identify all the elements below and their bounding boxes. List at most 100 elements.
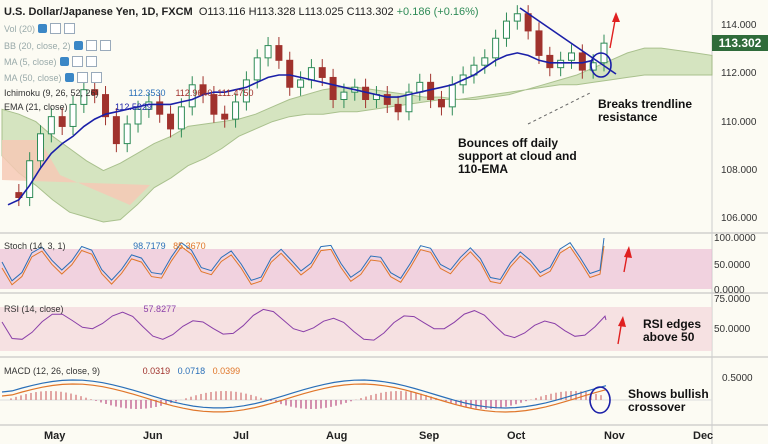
eye-icon[interactable] (38, 24, 48, 33)
close-icon[interactable] (90, 72, 102, 83)
candle-body (112, 116, 120, 145)
stoch-k-line (1, 237, 605, 282)
ema21-line (7, 52, 594, 206)
candle-body (80, 89, 88, 105)
stoch-k-value: 98.7179 (133, 241, 166, 251)
candle-body (437, 99, 445, 108)
indicator-ma5[interactable]: MA (5, close) (4, 56, 97, 67)
candle-body (123, 123, 131, 145)
change-value: +0.186 (+0.16%) (396, 6, 479, 18)
rsi-label: RSI (14, close) (4, 304, 64, 314)
indicator-ma50[interactable]: MA (50, close) (4, 72, 102, 83)
candle-body (210, 94, 218, 115)
candle-body (416, 81, 424, 93)
open-value: O113.116 (198, 6, 246, 18)
vol-label: Vol (20) (4, 23, 36, 34)
candle-body (264, 45, 272, 59)
candle-body (47, 116, 55, 135)
candle-body (167, 113, 175, 130)
eye-icon[interactable] (73, 41, 83, 50)
candle-body (242, 79, 250, 103)
y-tick: 106.000 (721, 213, 758, 224)
month-label: Jun (143, 430, 163, 442)
candle-body (567, 52, 575, 61)
candle-body (318, 67, 326, 78)
stoch-legend: Stoch (14, 3, 1) 98.7179 85.3670 (4, 241, 206, 251)
ichimoku-v1: 112.3530 (128, 88, 166, 98)
ma50-label: MA (50, close) (4, 72, 62, 83)
candle-body (535, 30, 543, 56)
candle-body (448, 84, 456, 108)
settings-icon[interactable] (50, 23, 62, 34)
candle-body (26, 160, 34, 198)
y-tick: 114.000 (721, 20, 757, 31)
eye-icon[interactable] (59, 57, 69, 66)
macd-v3: 0.0399 (212, 366, 241, 376)
candle-body (513, 13, 521, 22)
indicator-bb[interactable]: BB (20, close, 2) (4, 40, 111, 51)
candle-body (557, 59, 565, 69)
candle-body (232, 101, 240, 120)
bb-label: BB (20, close, 2) (4, 40, 71, 51)
rsi-legend: RSI (14, close) 57.8277 (4, 304, 176, 314)
settings-icon[interactable] (76, 72, 88, 83)
high-value: H113.328 (248, 6, 296, 18)
macd-label: MACD (12, 26, close, 9) (4, 366, 101, 376)
breakout-circle (590, 52, 612, 78)
macd-legend: MACD (12, 26, close, 9) 0.0319 0.0718 0.… (4, 366, 240, 376)
settings-icon[interactable] (85, 40, 97, 51)
candle-body (307, 67, 315, 81)
ichimoku-v3: 111.4750 (217, 88, 254, 98)
close-icon[interactable] (85, 56, 97, 67)
candle-body (492, 37, 500, 59)
annotation-rsi: RSI edges above 50 (643, 317, 702, 344)
macd-crossover-circle (589, 386, 611, 414)
indicator-vol[interactable]: Vol (20) (4, 23, 76, 34)
close-icon[interactable] (99, 40, 111, 51)
annotation-trendline: Breaks trendline resistance (598, 97, 693, 124)
month-label: Jul (233, 430, 249, 442)
ichimoku-cloud (1, 47, 713, 223)
candle-body (394, 103, 402, 113)
rsi-band (0, 307, 712, 351)
symbol-title: U.S. Dollar/Japanese Yen, 1D, FXCM (4, 6, 193, 18)
stoch-tick: 0.0000 (714, 285, 745, 296)
macd-line (1, 379, 607, 409)
rsi-arrow-head (618, 316, 626, 327)
ichimoku-legend: Ichimoku (9, 26, 52, 26) 112.3530 112.96… (4, 88, 254, 98)
settings-icon[interactable] (71, 56, 83, 67)
ma5-label: MA (5, close) (4, 56, 57, 67)
stoch-tick: 50.0000 (714, 260, 751, 271)
eye-icon[interactable] (64, 73, 74, 82)
rsi-line (1, 308, 607, 341)
stoch-d-line (1, 245, 605, 286)
candle-body (221, 113, 229, 120)
low-value: L113.025 (298, 6, 344, 18)
up-arrow-head (612, 12, 620, 22)
candle-body (524, 13, 532, 32)
candle-body (91, 89, 99, 96)
month-label: Oct (507, 430, 526, 442)
close-value: C113.302 (346, 6, 394, 18)
stoch-tick: 100.0000 (714, 233, 756, 244)
stoch-d-value: 85.3670 (173, 241, 206, 251)
candle-body (253, 57, 261, 81)
candle-body (58, 116, 66, 127)
month-label: May (44, 430, 66, 442)
rsi-tick: 50.0000 (714, 324, 751, 335)
candle-body (188, 84, 196, 108)
ema-value: 112.5929 (115, 102, 152, 112)
candle-body (502, 20, 510, 39)
macd-v1: 0.0319 (142, 366, 171, 376)
month-label: Aug (326, 430, 348, 442)
macd-v2: 0.0718 (177, 366, 206, 376)
month-label: Nov (604, 430, 625, 442)
candle-body (329, 76, 337, 100)
stoch-band (0, 249, 712, 289)
close-icon[interactable] (64, 23, 76, 34)
rsi-tick: 75.0000 (714, 294, 751, 305)
candle-body (156, 101, 164, 115)
y-tick: 110.000 (721, 117, 757, 128)
